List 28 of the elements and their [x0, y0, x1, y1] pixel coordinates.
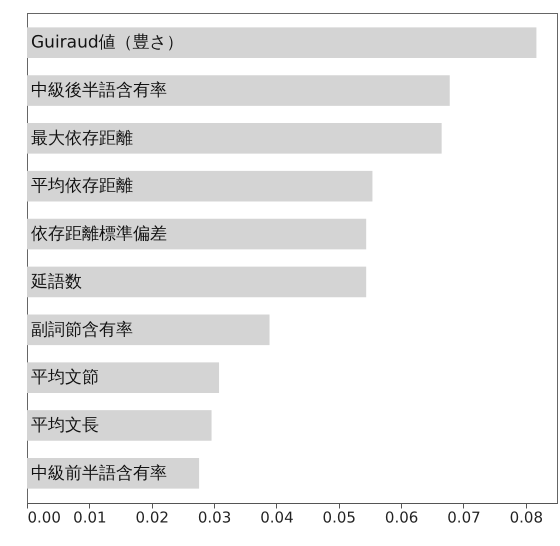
- y-tick-label: 平均文長: [31, 415, 99, 436]
- y-tick-label: 平均文節: [31, 368, 99, 388]
- y-tick-label: 平均依存距離: [31, 176, 133, 196]
- bar: [27, 75, 450, 106]
- y-tick-label: 最大依存距離: [31, 128, 133, 148]
- bar: [27, 218, 366, 250]
- x-tick-label: 0.02: [136, 508, 169, 526]
- x-tick-label: 0.04: [260, 508, 294, 526]
- bar: [27, 362, 220, 393]
- bar: [27, 266, 366, 298]
- bar: [27, 410, 212, 441]
- x-tick-label: 0.01: [73, 508, 107, 526]
- bar: [27, 314, 270, 346]
- bar: [27, 123, 442, 154]
- x-tick-label: 0.08: [510, 508, 544, 526]
- x-tick-label: 0.00: [28, 508, 61, 526]
- y-tick-label: 延語数: [30, 272, 82, 292]
- x-tick-label: 0.06: [384, 508, 418, 526]
- bar: [27, 170, 372, 202]
- x-tick-label: 0.03: [198, 508, 232, 526]
- y-tick-label: 依存距離標準偏差: [31, 224, 167, 244]
- bar: [27, 27, 536, 58]
- y-tick-label: 副詞節含有率: [31, 320, 133, 340]
- y-tick-label: Guiraud値（豊さ）: [31, 32, 184, 53]
- y-tick-label: 中級前半語含有率: [31, 463, 167, 484]
- x-tick-label: 0.05: [322, 508, 356, 526]
- y-tick-label: 中級後半語含有率: [31, 80, 167, 101]
- x-tick-label: 0.07: [447, 508, 481, 526]
